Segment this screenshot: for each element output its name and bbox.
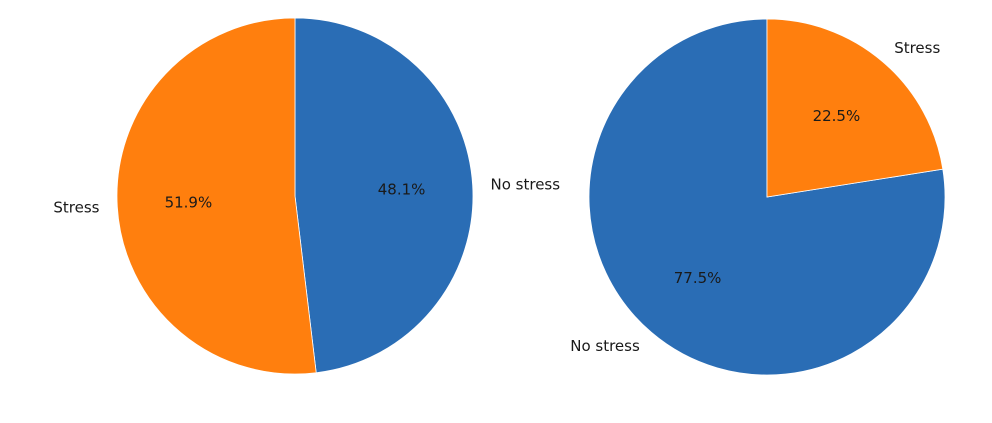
pie-category-label: Stress — [894, 39, 940, 57]
pie-category-label: No stress — [491, 175, 561, 193]
pie-percent-label: 22.5% — [813, 107, 861, 125]
pie-percent-label: 77.5% — [674, 269, 722, 287]
pie-percent-label: 51.9% — [165, 193, 213, 211]
pie-percent-label: 48.1% — [378, 181, 426, 199]
pie-category-label: No stress — [570, 337, 640, 355]
pie-chart-left: 48.1% No stress 51.9% Stress — [53, 17, 561, 375]
pie-slice-no-stress — [294, 17, 474, 374]
pie-category-label: Stress — [53, 199, 99, 217]
pie-chart-right: 77.5% No stress 22.5% Stress — [570, 18, 946, 376]
pie-slice-stress — [766, 18, 944, 198]
pie-slice-stress — [116, 17, 317, 375]
